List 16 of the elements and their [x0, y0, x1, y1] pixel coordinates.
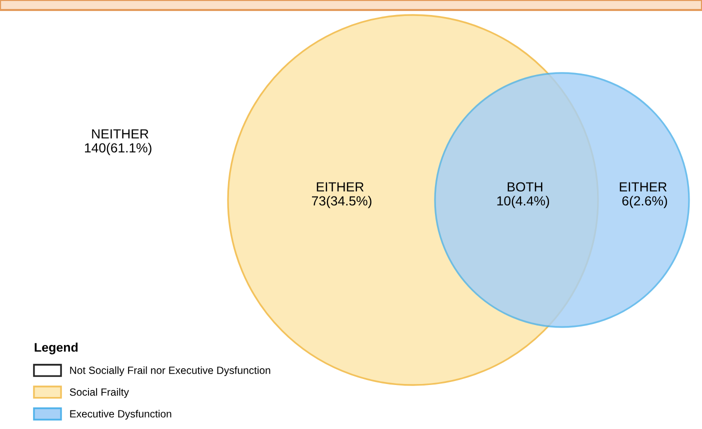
data-label: 73: [312, 196, 326, 206]
text: (4.4%): [512, 196, 550, 208]
legend-label: Social Frailty: [70, 388, 129, 398]
text: (34.5%): [326, 196, 372, 208]
category-label: BOTH: [508, 182, 542, 192]
data-label: 140: [84, 143, 106, 153]
legend-label: Executive Dysfunction: [70, 410, 172, 420]
category-label: EITHER: [620, 182, 667, 192]
legend-label: Not Socially Frail nor Executive Dysfunction: [70, 366, 270, 376]
legend-title: Legend: [34, 342, 78, 354]
text: (61.1%): [106, 142, 152, 156]
category-label: NEITHER: [92, 129, 148, 138]
data-label: 6: [622, 196, 628, 206]
category-label: EITHER: [316, 182, 364, 192]
data-label: 10: [497, 196, 510, 206]
text: (2.6%): [630, 196, 668, 208]
